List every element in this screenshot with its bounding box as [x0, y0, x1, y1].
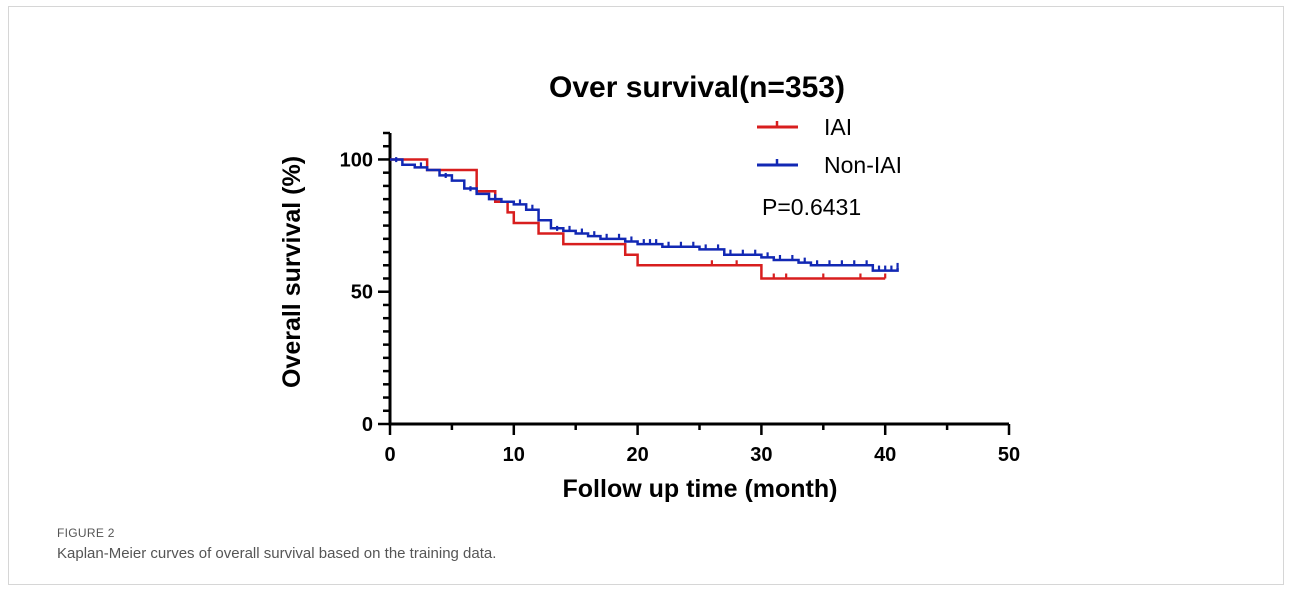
x-axis-label: Follow up time (month) [563, 475, 838, 503]
series-line [390, 158, 886, 280]
survival-curves [390, 157, 899, 280]
x-tick-label: 20 [626, 444, 648, 466]
chart-title: Over survival(n=353) [549, 71, 845, 104]
legend-label: IAI [824, 114, 852, 140]
x-tick-label: 50 [998, 444, 1020, 466]
series-line [390, 158, 899, 272]
figure-frame [8, 6, 1284, 585]
x-tick-label: 0 [384, 444, 395, 466]
x-tick-label: 10 [503, 444, 525, 466]
y-tick-label: 100 [340, 149, 373, 171]
x-tick-label: 30 [750, 444, 772, 466]
y-tick-label: 50 [351, 282, 373, 304]
figure-label: FIGURE 2 [57, 526, 115, 540]
legend-label: Non-IAI [824, 152, 902, 178]
p-value-annotation: P=0.6431 [762, 194, 861, 220]
x-tick-label: 40 [874, 444, 896, 466]
legend: IAI Non-IAI [757, 114, 902, 178]
figure-caption: Kaplan-Meier curves of overall survival … [57, 545, 497, 562]
axes: 0 10 20 30 40 50 0 50 100 [340, 131, 1020, 466]
y-axis-label: Overall survival (%) [278, 156, 306, 388]
y-tick-label: 0 [362, 414, 373, 436]
